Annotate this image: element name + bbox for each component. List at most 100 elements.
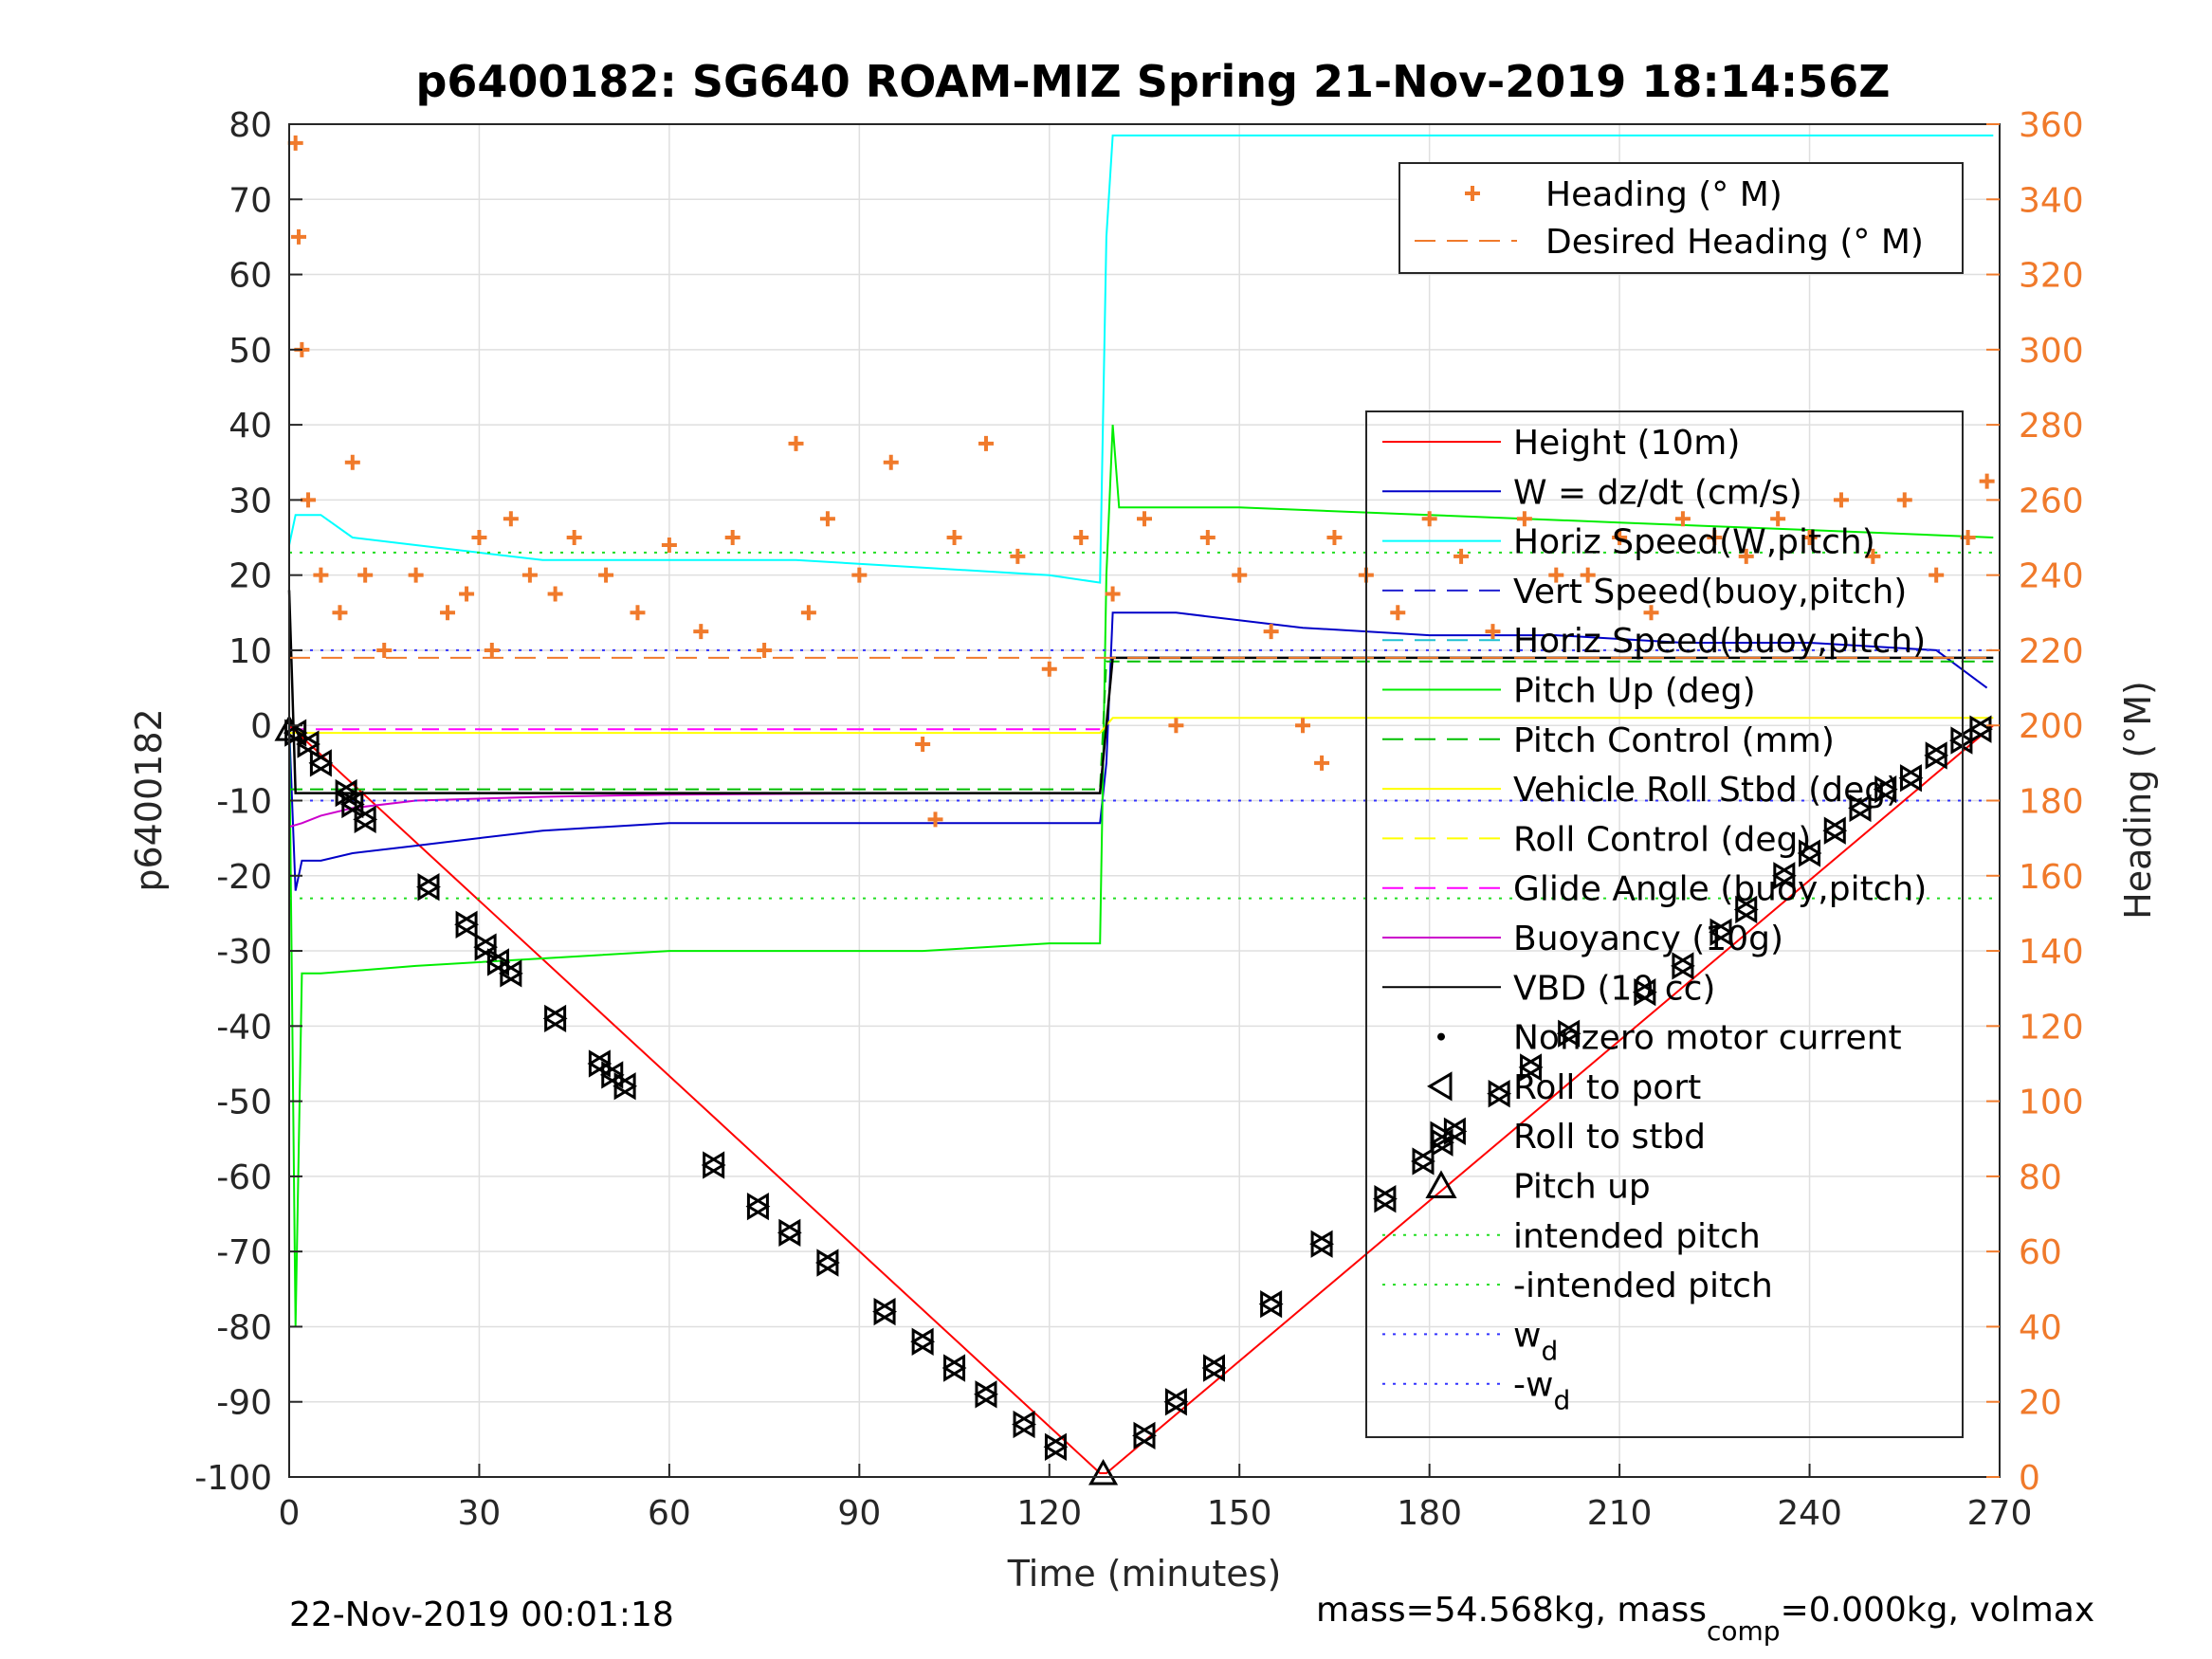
y2-tick-label: 60 [2019,1233,2062,1272]
heading-point [459,586,475,602]
legend-main-label: Pitch up [1513,1168,1651,1207]
legend-main-label: Roll to stbd [1513,1118,1706,1157]
heading-point [1801,530,1818,546]
roll-to-stbd-marker [354,805,378,833]
legend-pitch-up-icon [1425,1170,1457,1198]
heading-point [724,530,740,546]
roll-to-stbd-marker [1950,726,1974,755]
heading-point [1137,511,1152,527]
y-tick-label: 0 [250,707,272,746]
roll-to-stbd-marker [601,1061,625,1089]
heading-point [521,567,538,583]
roll-to-stbd-marker [500,959,523,988]
heading-point [1314,755,1330,771]
x-tick-label: 120 [1016,1494,1082,1533]
heading-point [1707,530,1723,546]
series-line [289,660,1994,791]
heading-point [1612,530,1628,546]
y2-tick-label: 120 [2019,1008,2084,1047]
legend-main-label: VBD (10 cc) [1513,969,1715,1008]
heading-point [1199,530,1216,546]
heading-point [566,530,582,546]
series-line [288,134,1994,584]
y-tick-label: 40 [229,407,272,446]
legend-dot-icon [1437,1032,1445,1041]
y2-tick-label: 360 [2019,106,2084,145]
legend-main: Height (10m) W = dz/dt (cm/s) Horiz Speed(… [1365,410,1964,1438]
heading-point [819,511,835,527]
roll-to-stbd-marker [975,1380,998,1409]
legend-roll-port-icon [1427,1071,1453,1102]
heading-point [1979,473,1995,489]
heading-point [1232,567,1248,583]
y2-axis-label: Heading (°M) [2117,681,2159,920]
footer-date: 22-Nov-2019 00:01:18 [289,1595,674,1634]
footer-mass: mass=54.568kg, masscomp=0.000kg, volmax [1316,1591,2094,1647]
heading-point [1453,548,1470,564]
heading-point [1326,530,1343,546]
y2-tick-label: 340 [2019,181,2084,220]
legend-main-label: Roll Control (deg) [1513,820,1811,859]
legend-main-label: Horiz Speed(buoy,pitch) [1513,622,1926,661]
roll-to-stbd-marker [703,1151,726,1179]
roll-to-stbd-marker [1203,1354,1227,1382]
y2-tick-label: 100 [2019,1084,2084,1122]
legend-subscript: d [1553,1385,1570,1416]
roll-to-stbd-marker [1709,918,1733,946]
heading-point [408,567,424,583]
heading-point [1643,605,1659,621]
heading-markers [287,135,1995,828]
heading-point [484,642,500,658]
legend-top-box [1398,162,1964,274]
roll-to-stbd-marker [873,1297,897,1326]
y-tick-label: -50 [216,1084,272,1122]
series-line [288,611,1988,891]
y-tick-label: 70 [229,181,272,220]
roll-to-stbd-marker [1520,1053,1544,1082]
legend-main-label: Horiz Speed(W,pitch) [1513,523,1875,562]
x-axis-label: Time (minutes) [1007,1553,1282,1595]
chart-title: p6400182: SG640 ROAM-MIZ Spring 21-Nov-2… [415,56,1890,107]
y-tick-label: -100 [194,1459,272,1498]
roll-to-stbd-marker [943,1354,967,1382]
heading-point [1105,586,1121,602]
heading-point [598,567,614,583]
roll-to-stbd-marker [1044,1432,1069,1461]
legend-main-label: Pitch Up (deg) [1513,672,1756,711]
y-tick-label: 60 [229,257,272,296]
heading-point [1263,624,1279,640]
heading-point [1833,492,1849,508]
y2-tick-label: 200 [2019,707,2084,746]
roll-to-stbd-marker [1925,741,1949,770]
y-tick-label: -10 [216,783,272,822]
y2-tick-label: 20 [2019,1384,2062,1423]
series-line [289,717,1994,735]
roll-to-stbd-marker [613,1072,638,1101]
y-tick-label: -60 [216,1158,272,1197]
roll-to-stbd-marker [1823,816,1848,845]
roll-to-stbd-marker [1412,1147,1435,1176]
heading-point [883,454,899,470]
roll-to-stbd-marker [486,948,511,976]
heading-point [287,135,303,151]
heading-point [927,811,943,828]
y-tick-label: 50 [229,332,272,371]
roll-to-stbd-marker [341,790,365,819]
pitch-up-marker [1088,1458,1119,1486]
roll-to-stbd-marker [1164,1388,1189,1416]
y-tick-label: -20 [216,858,272,897]
series-layer [287,134,1994,1474]
roll-to-stbd-marker [1374,1185,1398,1213]
roll-to-stbd-marker [417,873,441,902]
heading-point [332,605,348,621]
y2-tick-label: 180 [2019,783,2084,822]
heading-point [547,586,563,602]
heading-point [1770,511,1786,527]
y2-tick-label: 320 [2019,257,2084,296]
heading-point [471,530,487,546]
heading-point [630,605,646,621]
legend-heading-marker [1465,186,1480,201]
heading-point [313,567,329,583]
heading-point [344,454,360,470]
y-tick-label: -90 [216,1384,272,1423]
